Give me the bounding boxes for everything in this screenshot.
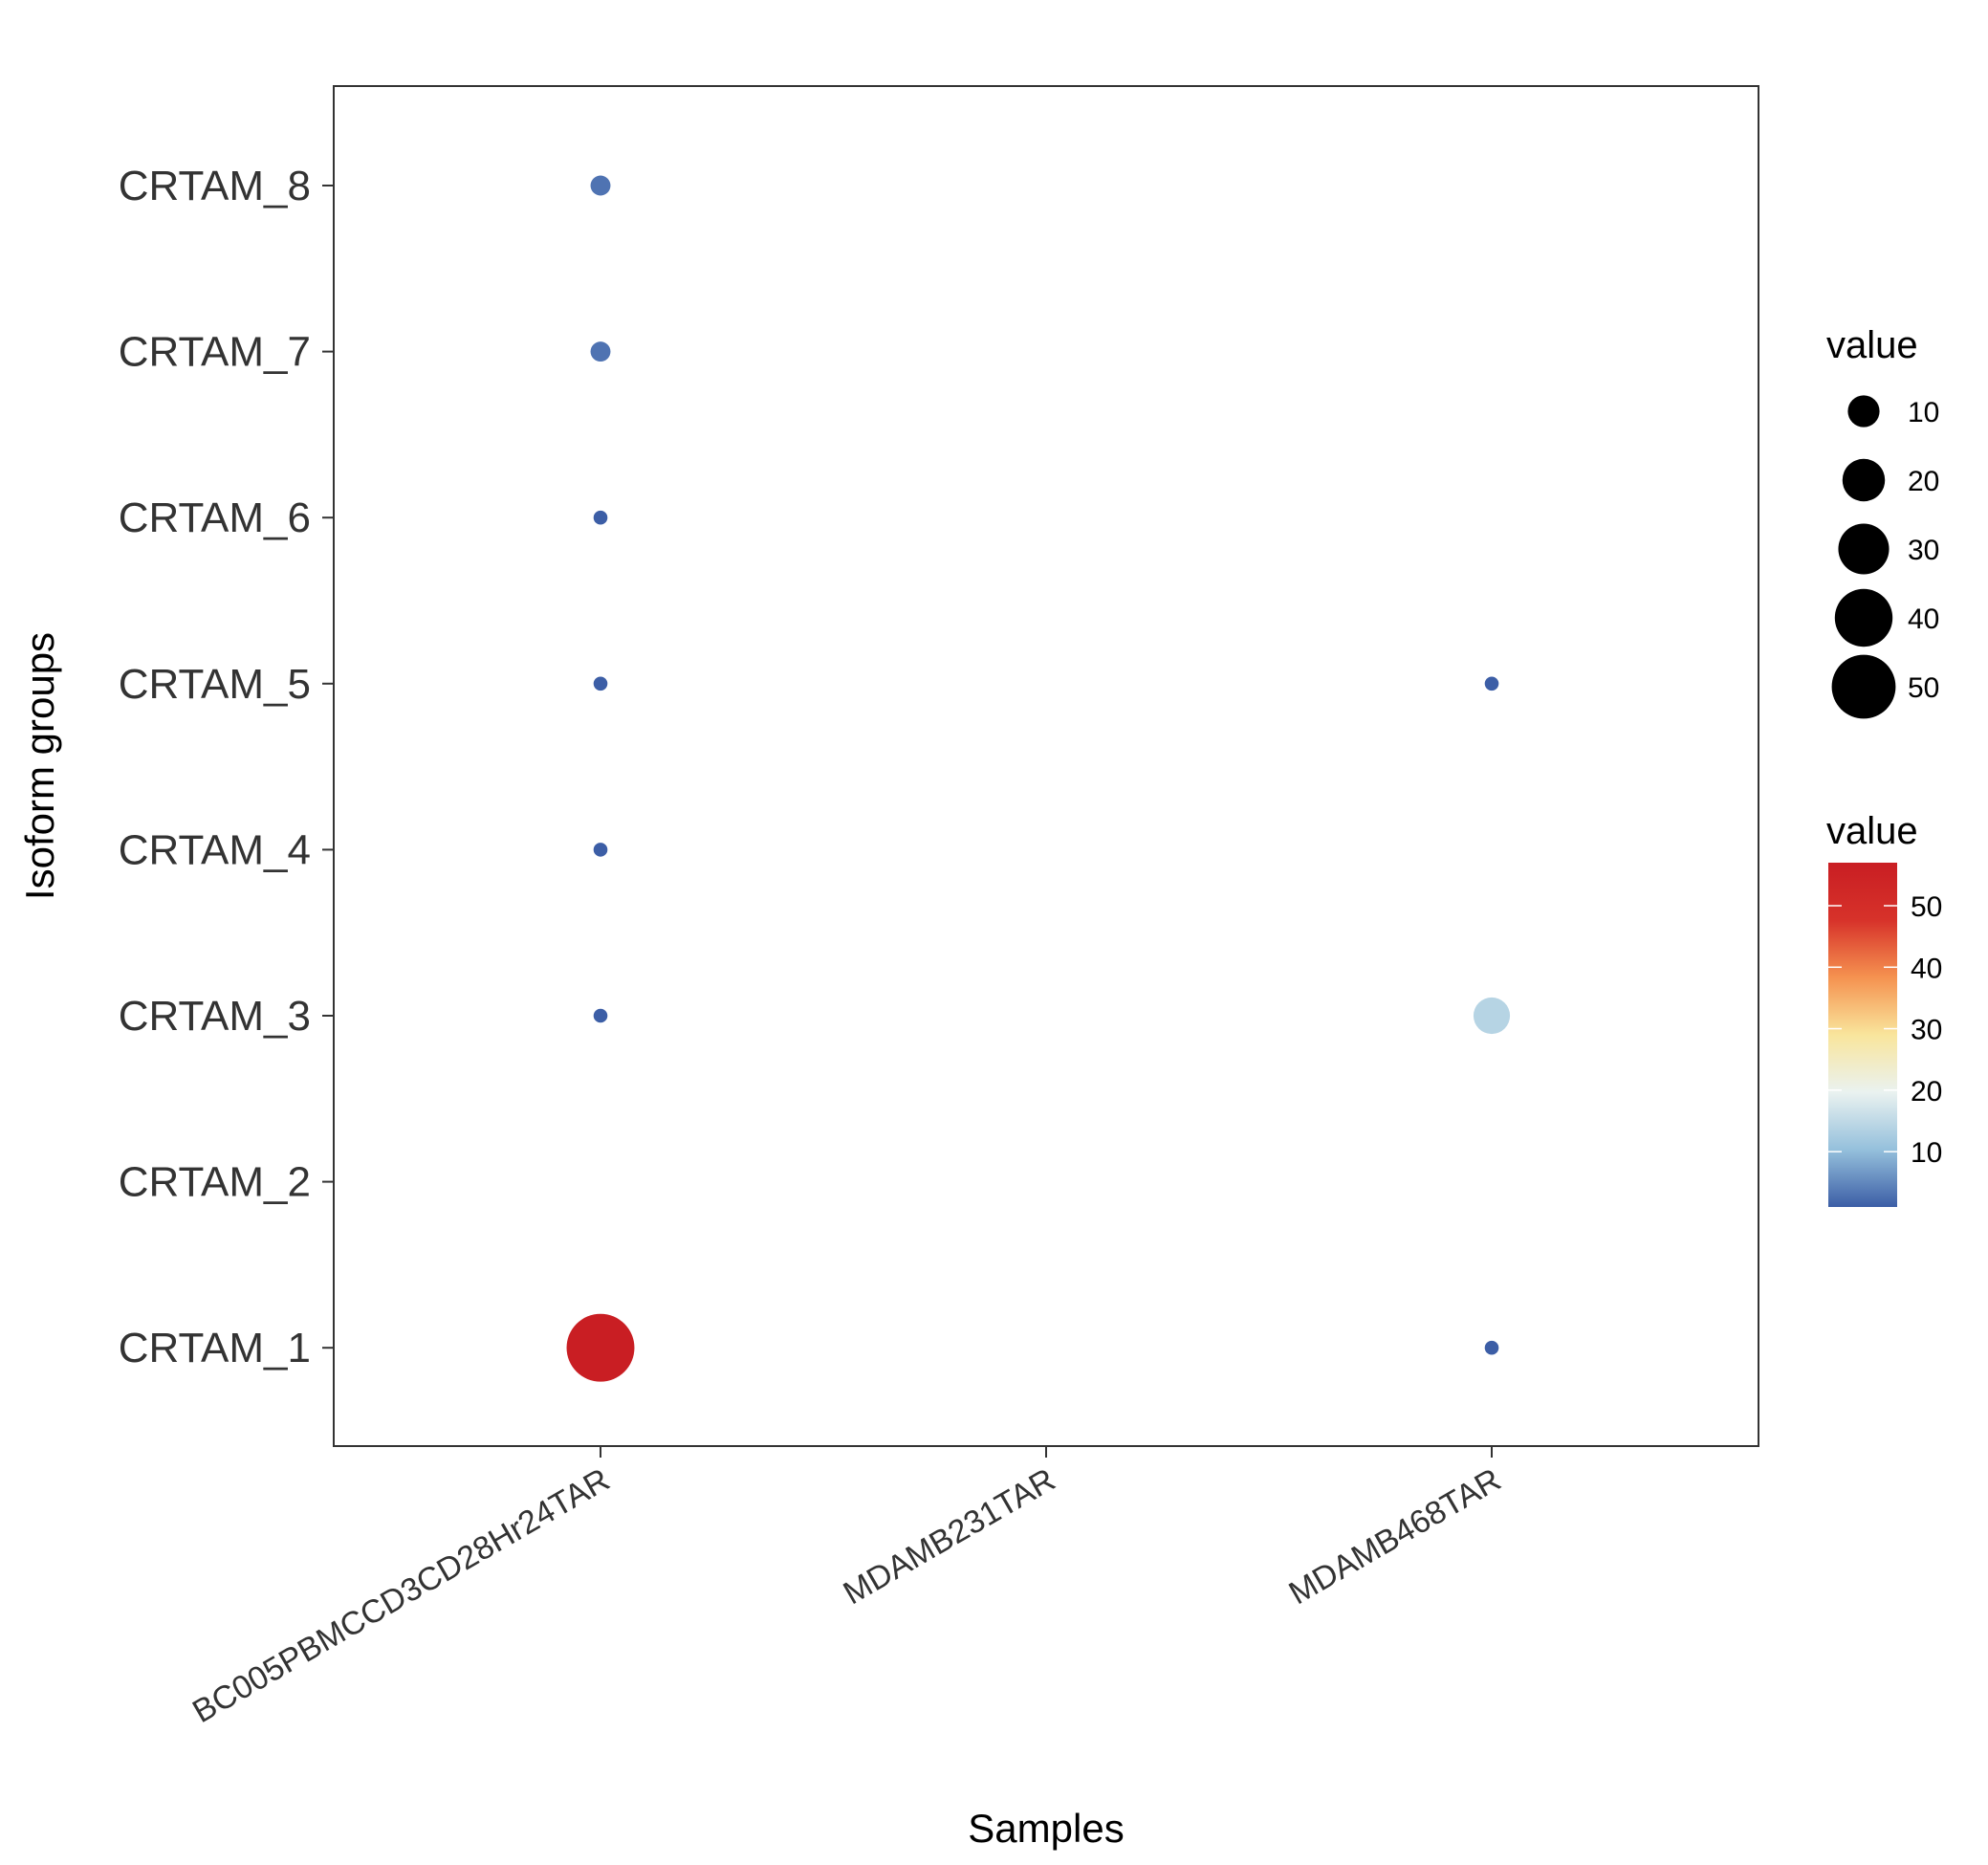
size-legend-title: value xyxy=(1826,324,1918,366)
data-point xyxy=(590,175,611,196)
y-axis-title: Isoform groups xyxy=(17,632,62,900)
colorbar-label: 40 xyxy=(1911,953,1942,984)
size-legend-label: 30 xyxy=(1908,535,1939,566)
color-legend: value 10 20 30 40 50 xyxy=(1826,810,1942,1207)
size-legend-key xyxy=(1831,654,1896,719)
y-tick-label: CRTAM_2 xyxy=(119,1159,311,1206)
data-points xyxy=(566,175,1511,1382)
y-tick-label: CRTAM_4 xyxy=(119,826,311,873)
size-legend: value 10 20 30 40 50 xyxy=(1826,324,1939,719)
y-tick-label: CRTAM_7 xyxy=(119,329,311,376)
data-point xyxy=(593,1008,608,1023)
size-legend-key xyxy=(1847,395,1880,428)
x-axis: BC005PBMCCD3CD28Hr24TAR MDAMB231TAR MDAMB4… xyxy=(186,1446,1507,1730)
data-point xyxy=(593,510,608,525)
y-axis: CRTAM_1 CRTAM_2 CRTAM_3 CRTAM_4 CRTAM_5 CRTAM… xyxy=(119,163,334,1371)
size-legend-label: 10 xyxy=(1908,397,1939,428)
data-point xyxy=(590,341,611,362)
colorbar-label: 20 xyxy=(1911,1076,1942,1108)
colorbar xyxy=(1828,863,1897,1207)
data-point xyxy=(566,1313,635,1382)
color-legend-title: value xyxy=(1826,810,1918,852)
y-tick-label: CRTAM_6 xyxy=(119,494,311,541)
y-tick-label: CRTAM_3 xyxy=(119,993,311,1040)
data-point xyxy=(593,843,608,857)
data-point xyxy=(593,676,608,691)
x-axis-title: Samples xyxy=(968,1806,1124,1851)
size-legend-label: 20 xyxy=(1908,466,1939,497)
colorbar-label: 10 xyxy=(1911,1137,1942,1169)
plot-panel xyxy=(333,85,1759,1447)
colorbar-label: 50 xyxy=(1911,891,1942,923)
x-tick-label: MDAMB231TAR xyxy=(838,1461,1061,1612)
data-point xyxy=(1484,1340,1499,1355)
y-tick-label: CRTAM_1 xyxy=(119,1325,311,1371)
size-legend-key xyxy=(1842,458,1886,502)
data-point xyxy=(1473,997,1511,1035)
data-point xyxy=(1484,676,1499,691)
size-legend-label: 50 xyxy=(1908,672,1939,704)
size-legend-key xyxy=(1838,523,1890,575)
y-tick-label: CRTAM_8 xyxy=(119,163,311,209)
colorbar-label: 30 xyxy=(1911,1015,1942,1046)
y-tick-label: CRTAM_5 xyxy=(119,661,311,708)
x-tick-label: MDAMB468TAR xyxy=(1283,1461,1507,1612)
x-tick-label: BC005PBMCCD3CD28Hr24TAR xyxy=(186,1461,616,1730)
size-legend-label: 40 xyxy=(1908,603,1939,635)
size-legend-key xyxy=(1834,588,1893,647)
